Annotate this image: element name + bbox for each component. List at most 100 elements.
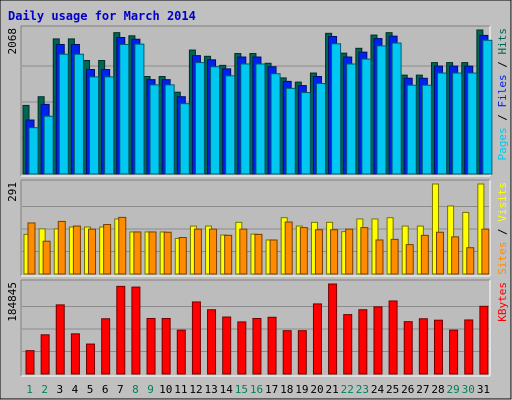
- x-tick-label-day-24: 24: [371, 383, 385, 396]
- panel-kbytes: 184845 KBytes: [6, 279, 509, 377]
- bar-pages-day-21: [331, 43, 342, 175]
- bar-pages-day-1: [28, 127, 39, 175]
- panel-legend-entry: Hits: [496, 28, 509, 55]
- panel-legend-entry: Visits: [496, 182, 509, 222]
- x-tick-label-day-8: 8: [132, 383, 139, 396]
- panel-legend-entry: /: [496, 222, 509, 242]
- bar-sites-day-28: [435, 231, 444, 275]
- panel-legend: KBytes: [496, 282, 509, 322]
- x-tick-label-day-20: 20: [310, 383, 323, 396]
- bar-pages-day-17: [270, 73, 281, 175]
- x-tick-label-day-1: 1: [26, 383, 33, 396]
- x-tick-label-day-30: 30: [462, 383, 475, 396]
- bar-kbytes-day-12: [191, 301, 201, 375]
- bar-sites-day-29: [451, 236, 460, 275]
- panel-legend-entry: /: [496, 55, 509, 75]
- x-tick-label-day-23: 23: [356, 383, 369, 396]
- bar-pages-day-22: [346, 63, 357, 175]
- bar-kbytes-day-31: [479, 305, 489, 375]
- bar-pages-day-4: [73, 53, 84, 175]
- bar-pages-day-13: [210, 66, 221, 175]
- bar-sites-day-6: [103, 224, 112, 275]
- bar-kbytes-day-23: [358, 309, 368, 375]
- bar-kbytes-day-21: [328, 283, 338, 375]
- bar-kbytes-day-2: [40, 334, 50, 375]
- bar-sites-day-24: [375, 239, 384, 275]
- bar-sites-day-4: [72, 225, 81, 275]
- panel-legend-entry: Files: [496, 74, 509, 107]
- bar-pages-day-5: [89, 76, 100, 175]
- bar-kbytes-day-13: [207, 309, 217, 375]
- bar-pages-day-24: [376, 45, 387, 175]
- bar-sites-day-19: [299, 227, 308, 275]
- x-tick-label-day-17: 17: [265, 383, 278, 396]
- bar-sites-day-12: [193, 228, 202, 275]
- x-tick-label-day-14: 14: [220, 383, 234, 396]
- bar-pages-day-15: [240, 63, 251, 175]
- panel-max-label: 184845: [6, 282, 19, 322]
- x-tick-label-day-3: 3: [57, 383, 64, 396]
- x-axis-tick-labels: 1 2 3 4 5 6 7 8 9 10 11 12 13 14 15 16 17 18 19 20 21 22 23 24 2…: [26, 383, 490, 396]
- x-tick-label-day-28: 28: [431, 383, 444, 396]
- x-tick-label-day-29: 29: [447, 383, 460, 396]
- bar-sites-day-31: [481, 228, 490, 275]
- bar-kbytes-day-24: [373, 306, 383, 375]
- bar-pages-day-27: [421, 84, 432, 175]
- bar-kbytes-day-18: [282, 330, 292, 375]
- panel-legend-entry: Sites: [496, 242, 509, 275]
- bar-sites-day-7: [118, 216, 127, 275]
- x-tick-label-day-31: 31: [477, 383, 490, 396]
- bar-kbytes-day-16: [252, 317, 262, 375]
- bar-pages-day-2: [43, 115, 54, 175]
- bar-kbytes-day-7: [116, 285, 126, 375]
- bar-kbytes-day-3: [55, 304, 65, 375]
- bar-pages-day-19: [300, 92, 311, 175]
- bar-pages-day-30: [467, 72, 478, 175]
- chart-title: Daily usage for March 2014: [8, 9, 196, 23]
- bar-pages-day-9: [149, 84, 160, 175]
- bar-kbytes-day-15: [237, 321, 247, 375]
- x-tick-label-day-22: 22: [341, 383, 354, 396]
- bar-sites-day-20: [314, 229, 323, 275]
- x-tick-label-day-27: 27: [416, 383, 429, 396]
- bar-pages-day-31: [482, 39, 493, 175]
- bar-sites-day-18: [284, 221, 293, 275]
- bar-pages-day-23: [361, 58, 372, 175]
- bar-sites-day-25: [390, 238, 399, 275]
- bar-pages-day-7: [119, 43, 130, 175]
- bar-kbytes-day-22: [343, 314, 353, 375]
- bar-visits-day-30: [462, 211, 470, 275]
- x-tick-label-day-18: 18: [280, 383, 293, 396]
- bar-sites-day-2: [42, 240, 51, 275]
- bar-sites-day-8: [133, 231, 142, 275]
- bar-pages-day-25: [391, 42, 402, 175]
- bar-visits-day-28: [431, 183, 439, 275]
- bar-sites-day-17: [269, 239, 278, 275]
- bar-pages-day-26: [406, 84, 417, 175]
- bar-sites-day-16: [254, 233, 263, 275]
- bar-sites-day-5: [88, 228, 97, 275]
- bar-sites-day-15: [239, 228, 248, 275]
- bar-sites-day-27: [420, 234, 429, 275]
- bar-pages-day-14: [225, 75, 236, 175]
- bar-kbytes-day-29: [449, 329, 459, 375]
- x-tick-label-day-16: 16: [250, 383, 263, 396]
- panel-legend: Pages / Files / Hits: [496, 28, 509, 161]
- panel-visits_sites: 291 Sites / Visits: [6, 179, 509, 277]
- x-tick-label-day-4: 4: [72, 383, 79, 396]
- x-tick-label-day-19: 19: [295, 383, 308, 396]
- bar-kbytes-day-6: [101, 318, 111, 375]
- panel-max-label: 291: [6, 182, 19, 202]
- bar-sites-day-11: [178, 237, 187, 275]
- bar-pages-day-12: [194, 62, 205, 175]
- bar-kbytes-day-17: [267, 316, 277, 375]
- bar-sites-day-30: [466, 247, 475, 275]
- bar-pages-day-29: [452, 72, 463, 175]
- x-tick-label-day-15: 15: [235, 383, 248, 396]
- bar-kbytes-day-9: [146, 317, 156, 375]
- bar-kbytes-day-19: [297, 330, 307, 375]
- bar-kbytes-day-25: [388, 300, 398, 375]
- bar-kbytes-day-10: [161, 317, 171, 375]
- bar-pages-day-3: [58, 53, 69, 175]
